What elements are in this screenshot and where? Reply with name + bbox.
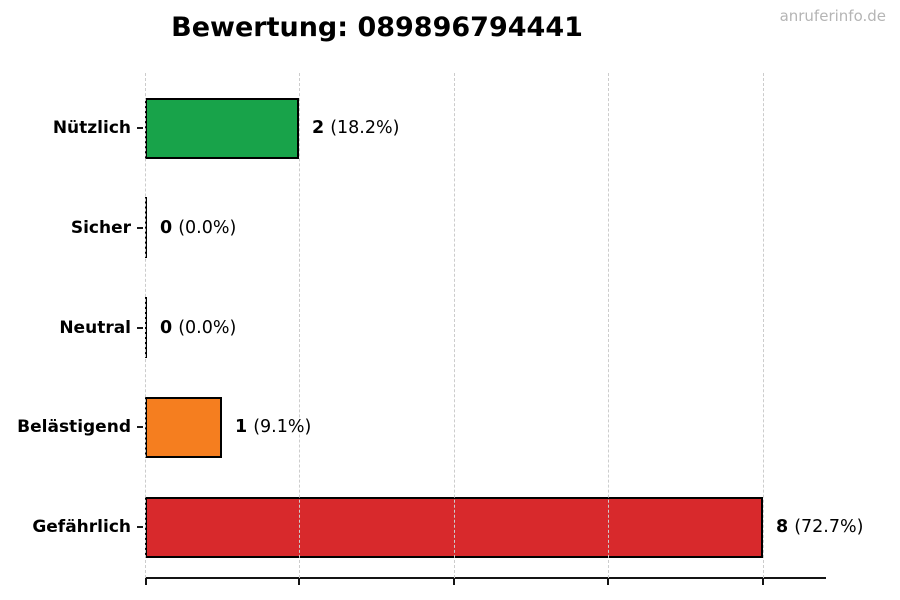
value-percent-neutral: (0.0%) — [178, 318, 237, 338]
gridline-x-8 — [763, 73, 764, 578]
gridline-x-0 — [145, 73, 146, 578]
value-percent-belaestigend: (9.1%) — [253, 417, 312, 437]
y-tick-sicher — [137, 227, 143, 229]
chart-title: Bewertung: 089896794441 — [171, 12, 583, 43]
value-label-neutral: 0 (0.0%) — [160, 316, 236, 340]
value-percent-nuetzlich: (18.2%) — [330, 118, 400, 138]
value-label-belaestigend: 1 (9.1%) — [235, 415, 311, 439]
x-tick-4 — [453, 579, 455, 585]
bar-nuetzlich — [145, 98, 299, 159]
y-tick-neutral — [137, 327, 143, 329]
value-count-gefaehrlich: 8 — [776, 517, 789, 537]
y-tick-belaestigend — [137, 426, 143, 428]
value-count-belaestigend: 1 — [235, 417, 248, 437]
x-tick-8 — [762, 579, 764, 585]
y-tick-gefaehrlich — [137, 526, 143, 528]
watermark-text: anruferinfo.de — [779, 7, 886, 25]
category-label-belaestigend: Belästigend — [17, 417, 131, 437]
y-tick-nuetzlich — [137, 127, 143, 129]
value-percent-gefaehrlich: (72.7%) — [794, 517, 864, 537]
plot-area: Nützlich 2 (18.2%) Sicher 0 (0.0%) Neutral 0 (0.… — [17, 73, 863, 578]
category-label-sicher: Sicher — [70, 218, 131, 238]
value-label-gefaehrlich: 8 (72.7%) — [776, 515, 863, 539]
category-label-gefaehrlich: Gefährlich — [32, 517, 131, 537]
value-label-sicher: 0 (0.0%) — [160, 216, 236, 240]
value-percent-sicher: (0.0%) — [178, 218, 237, 238]
gridline-x-2 — [299, 73, 300, 578]
value-count-sicher: 0 — [160, 218, 173, 238]
x-tick-0 — [145, 579, 147, 585]
x-axis-line — [145, 577, 826, 585]
category-label-neutral: Neutral — [59, 318, 131, 338]
bar-sicher — [145, 197, 147, 258]
gridline-x-6 — [608, 73, 609, 578]
category-label-nuetzlich: Nützlich — [52, 118, 131, 138]
x-tick-2 — [298, 579, 300, 585]
bar-neutral — [145, 297, 147, 358]
value-count-nuetzlich: 2 — [312, 118, 325, 138]
gridline-x-4 — [454, 73, 455, 578]
x-tick-6 — [607, 579, 609, 585]
value-label-nuetzlich: 2 (18.2%) — [312, 116, 399, 140]
value-count-neutral: 0 — [160, 318, 173, 338]
bar-belaestigend — [145, 397, 222, 458]
